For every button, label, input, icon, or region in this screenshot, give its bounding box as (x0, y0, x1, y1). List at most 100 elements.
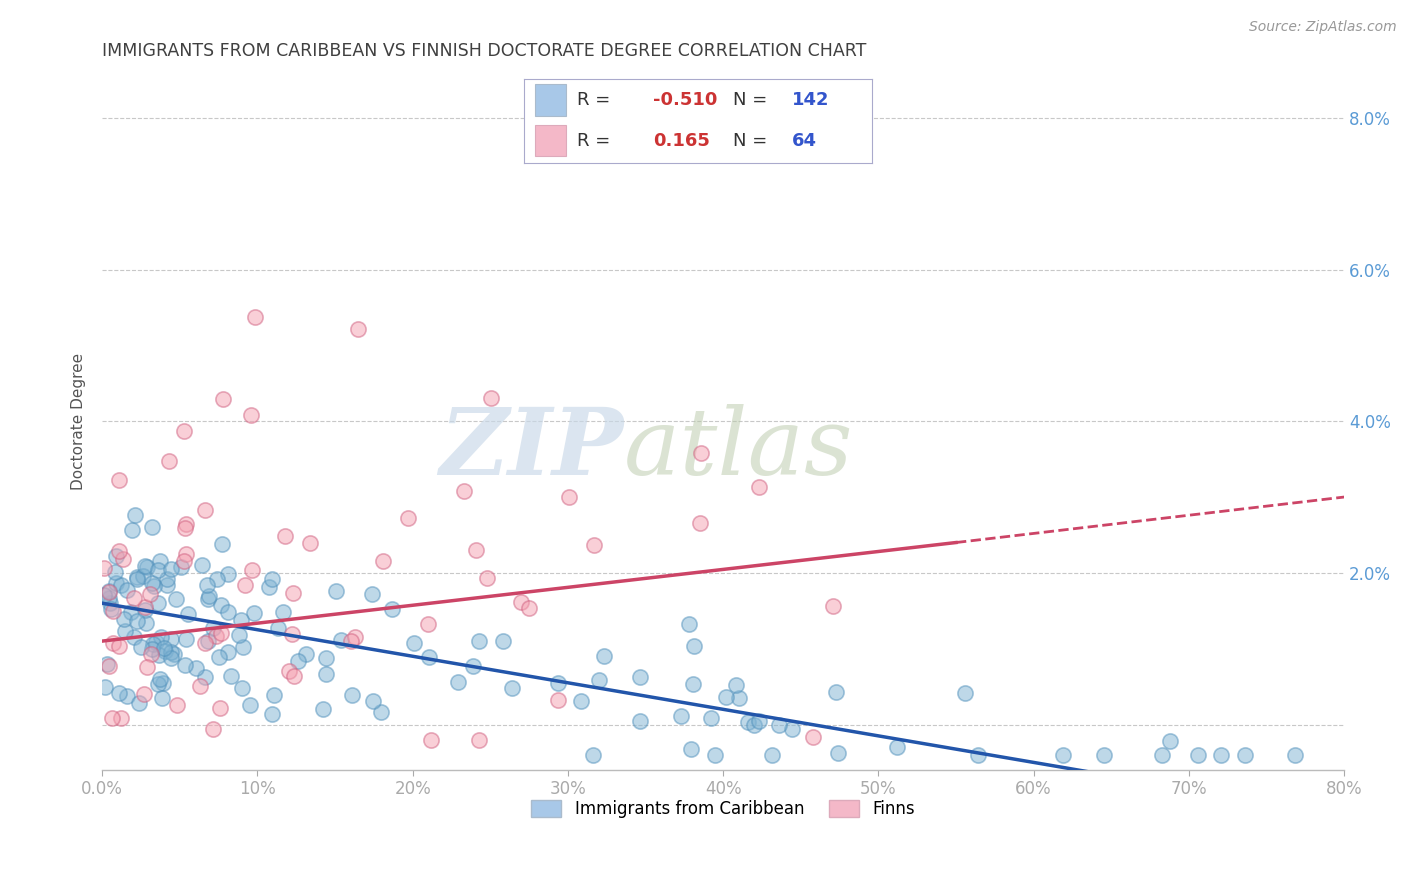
Point (492, 633, 515, 648)
Point (361, 587, 384, 601)
Point (104, 565, 127, 579)
Point (152, 676, 174, 690)
Point (150, 690, 173, 705)
Point (547, 693, 569, 707)
Point (1211, 747, 1233, 762)
Point (467, 633, 489, 648)
Point (174, 632, 197, 647)
Point (100, 602, 122, 616)
Point (628, 714, 651, 729)
Point (121, 524, 143, 538)
Point (259, 581, 281, 595)
Point (287, 654, 309, 668)
Point (329, 632, 352, 647)
Point (207, 649, 229, 664)
Point (139, 586, 162, 600)
Point (419, 732, 441, 747)
Point (156, 572, 179, 586)
Point (283, 585, 305, 599)
Point (344, 630, 367, 644)
Point (125, 572, 148, 586)
Point (122, 591, 145, 605)
Point (315, 666, 337, 681)
Point (966, 747, 988, 762)
Point (93, 560, 115, 574)
Point (184, 661, 207, 675)
Point (96, 657, 118, 672)
Point (134, 599, 156, 614)
Point (194, 670, 217, 684)
Point (209, 626, 232, 640)
Point (141, 575, 163, 590)
Point (780, 722, 803, 736)
Point (127, 570, 149, 584)
Point (134, 603, 156, 617)
Point (728, 691, 751, 706)
Point (97, 584, 120, 599)
Point (463, 658, 485, 673)
Point (194, 503, 217, 517)
Point (243, 606, 266, 620)
Point (418, 650, 440, 665)
Point (98, 659, 121, 673)
Text: ZIP: ZIP (440, 404, 624, 494)
Point (101, 604, 124, 618)
Point (361, 694, 384, 708)
Point (628, 670, 651, 684)
Point (217, 645, 239, 659)
Point (141, 641, 163, 656)
Point (682, 677, 704, 691)
Point (198, 589, 221, 603)
Point (1234, 747, 1257, 762)
Point (283, 669, 305, 683)
Point (416, 616, 439, 631)
Point (160, 645, 183, 659)
Point (108, 639, 131, 653)
Point (174, 547, 197, 561)
Point (160, 650, 183, 665)
Point (194, 636, 217, 650)
Point (148, 596, 170, 610)
Point (239, 698, 262, 712)
Point (98, 597, 121, 611)
Point (373, 554, 395, 568)
Point (156, 578, 179, 592)
Point (768, 718, 790, 732)
Point (209, 598, 232, 612)
Point (748, 714, 770, 728)
Point (231, 681, 253, 696)
Text: IMMIGRANTS FROM CARIBBEAN VS FINNISH DOCTORATE DEGREE CORRELATION CHART: IMMIGRANTS FROM CARIBBEAN VS FINNISH DOC… (103, 42, 866, 60)
Point (173, 424, 195, 438)
Point (582, 538, 605, 552)
Point (704, 747, 727, 762)
Point (737, 715, 759, 730)
Point (197, 634, 219, 648)
Point (148, 676, 170, 690)
Point (221, 669, 243, 683)
Point (112, 612, 135, 626)
Point (101, 711, 124, 725)
Point (689, 516, 711, 531)
Point (135, 616, 157, 631)
Point (153, 640, 176, 655)
Point (827, 746, 849, 760)
Point (1284, 747, 1306, 762)
Point (141, 647, 163, 661)
Point (115, 582, 138, 597)
Point (204, 629, 226, 643)
Point (108, 686, 131, 700)
Point (229, 613, 252, 627)
Point (267, 621, 290, 635)
Point (149, 672, 172, 686)
Point (370, 705, 392, 719)
Point (1092, 747, 1115, 762)
Point (953, 685, 976, 699)
Point (340, 634, 363, 648)
Point (211, 392, 233, 406)
Text: Source: ZipAtlas.com: Source: ZipAtlas.com (1249, 20, 1396, 34)
Point (679, 742, 702, 756)
Point (174, 516, 197, 531)
Point (93, 588, 115, 602)
Point (453, 484, 475, 499)
Point (217, 567, 239, 582)
